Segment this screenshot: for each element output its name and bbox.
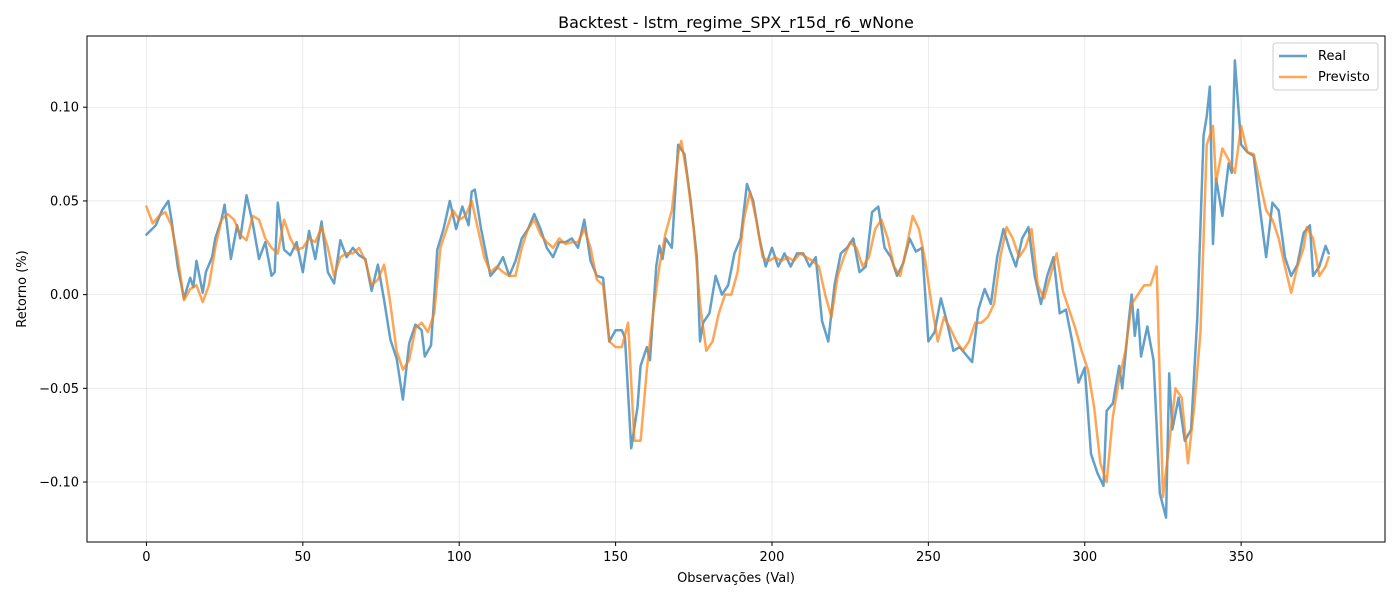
legend-label-previsto: Previsto: [1318, 70, 1370, 85]
y-tick-label: 0.10: [50, 101, 79, 116]
y-tick-label: −0.10: [39, 476, 79, 491]
x-tick-label: 50: [295, 550, 312, 565]
series-line-previsto: [145, 124, 1330, 499]
plot-area: [145, 59, 1330, 519]
x-tick-label: 150: [603, 550, 628, 565]
axes-frame: [86, 35, 1386, 543]
x-tick-label: 100: [447, 550, 472, 565]
x-axis-label: Observações (Val): [677, 571, 795, 586]
chart-title: Backtest - lstm_regime_SPX_r15d_r6_wNone: [558, 13, 914, 33]
y-tick-label: 0.00: [50, 288, 79, 303]
y-tick-label: −0.05: [39, 382, 79, 397]
axis-ticks: 0 50 100 150 200 250 300 350 −0.10 −0.05 0.00 0.05 0…: [39, 101, 1253, 565]
y-axis-label: Retorno (%): [15, 250, 30, 327]
legend-label-real: Real: [1318, 49, 1346, 64]
legend: Real Previsto: [1272, 42, 1379, 91]
x-tick-label: 300: [1072, 550, 1097, 565]
x-tick-label: 200: [760, 550, 785, 565]
y-tick-label: 0.05: [50, 194, 79, 209]
x-tick-label: 350: [1229, 550, 1254, 565]
x-tick-label: 0: [142, 550, 150, 565]
x-tick-label: 250: [916, 550, 941, 565]
